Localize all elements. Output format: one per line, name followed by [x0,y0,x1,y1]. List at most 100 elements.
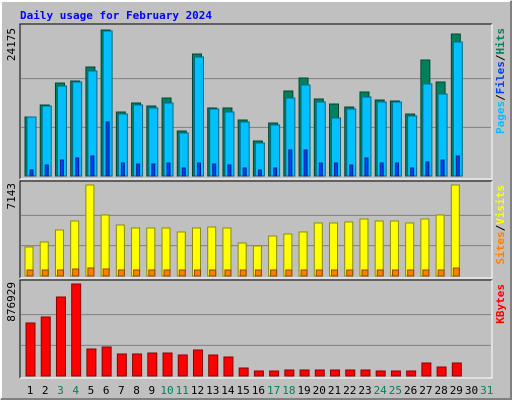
x-tick-label: 4 [72,384,79,397]
bar [455,155,460,177]
bar [56,269,64,277]
legend-entry: Pages [494,101,507,134]
bar [436,366,447,377]
bar [299,369,310,377]
bar [209,269,217,277]
bar [177,354,188,377]
bar [136,163,141,177]
x-tick-label: 6 [103,384,110,397]
bar [115,224,125,277]
bar [407,115,418,177]
bar [379,162,384,177]
bar [288,149,293,177]
y-tick-label: 7143 [5,183,18,210]
x-tick-label: 5 [88,384,95,397]
bar [133,269,141,277]
x-tick-label: 13 [206,384,219,397]
bar [253,370,264,377]
x-tick-label: 12 [191,384,204,397]
legend: Pages/Files/Hits [494,28,507,134]
bar [329,222,339,277]
bar [26,116,37,177]
bar [193,56,204,177]
bar [315,269,323,277]
bar [364,157,369,177]
bar [131,227,141,277]
bar [227,164,232,177]
bar [191,227,201,277]
bar [224,269,232,277]
x-tick-label: 8 [133,384,140,397]
panel-border-light [20,24,493,180]
bar [120,162,125,177]
bar [178,269,186,277]
bar [86,348,97,377]
bar [181,167,186,177]
bar [193,269,201,277]
bar [163,269,171,277]
bar [40,316,51,377]
bar [406,370,417,377]
y-tick-label: 876929 [5,282,18,322]
bar [334,162,339,177]
x-tick-label: 3 [57,384,64,397]
bar [285,269,293,277]
x-tick-label: 16 [252,384,265,397]
bar [451,362,462,377]
bar [425,161,430,177]
x-tick-label: 26 [404,384,417,397]
bar [435,214,445,277]
bar [349,164,354,177]
bar [102,268,110,277]
bar [405,222,415,277]
legend-separator: / [494,94,507,101]
bar [452,267,460,277]
bar [148,269,156,277]
bar [440,159,445,177]
legend-entry: KBytes [494,284,507,324]
bar [85,184,95,277]
x-tick-label: 30 [465,384,478,397]
chart-title: Daily usage for February 2024 [20,9,212,22]
y-tick-label: 24175 [5,28,18,61]
bar [207,226,217,277]
bar [70,220,80,277]
bar [284,369,295,377]
bar [146,227,156,277]
panel-border-dark [19,180,492,278]
bar [132,353,143,377]
x-tick-label: 17 [267,384,280,397]
bar [407,269,415,277]
bar [26,269,34,277]
panel [20,280,492,378]
x-tick-label: 31 [480,384,493,397]
legend-entry: Visits [494,185,507,225]
bar [359,218,369,277]
x-tick-label: 21 [328,384,341,397]
x-tick-label: 29 [450,384,463,397]
bar [346,269,354,277]
bar [298,231,308,277]
x-tick-label: 2 [42,384,49,397]
bar [394,162,399,177]
bar [410,167,415,177]
legend-separator: / [494,224,507,231]
bar [422,269,430,277]
bar [55,296,66,377]
bar [390,370,401,377]
bar [90,155,95,177]
panel-border-dark [19,279,492,378]
bar [75,157,80,177]
x-tick-label: 27 [419,384,432,397]
x-tick-label: 10 [160,384,173,397]
bar [100,214,110,277]
bar [162,352,173,377]
x-tick-label: 25 [389,384,402,397]
bar [345,369,356,377]
bar [176,231,186,277]
bar [254,269,262,277]
bar [303,149,308,177]
legend-entry: Hits [494,28,507,55]
